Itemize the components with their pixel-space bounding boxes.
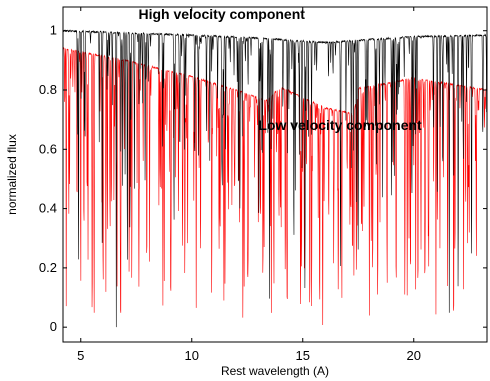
axis-ticks	[63, 7, 487, 342]
low-velocity-annotation: Low velocity component	[258, 117, 422, 133]
y-tick-label: 0	[50, 319, 57, 334]
x-tick-label: 20	[407, 348, 421, 363]
low-velocity-series-line	[63, 47, 487, 326]
series-layer	[63, 29, 487, 328]
high-velocity-series-line	[63, 29, 487, 328]
y-axis-label: normalized flux	[5, 134, 19, 215]
x-tick-label: 15	[296, 348, 310, 363]
y-tick-label: 0.4	[39, 201, 57, 216]
plot-frame	[62, 6, 488, 343]
x-tick-label: 10	[185, 348, 199, 363]
y-tick-label: 0.6	[39, 141, 57, 156]
axis-tick-labels: 5 10 15 20 0 0.2 0.4 0.6 0.8 1	[39, 23, 421, 363]
high-velocity-annotation: High velocity component	[138, 6, 305, 22]
x-tick-label: 5	[77, 348, 84, 363]
y-tick-label: 1	[50, 23, 57, 38]
y-tick-label: 0.8	[39, 82, 57, 97]
y-tick-label: 0.2	[39, 260, 57, 275]
x-axis-label: Rest wavelength (A)	[221, 364, 329, 378]
